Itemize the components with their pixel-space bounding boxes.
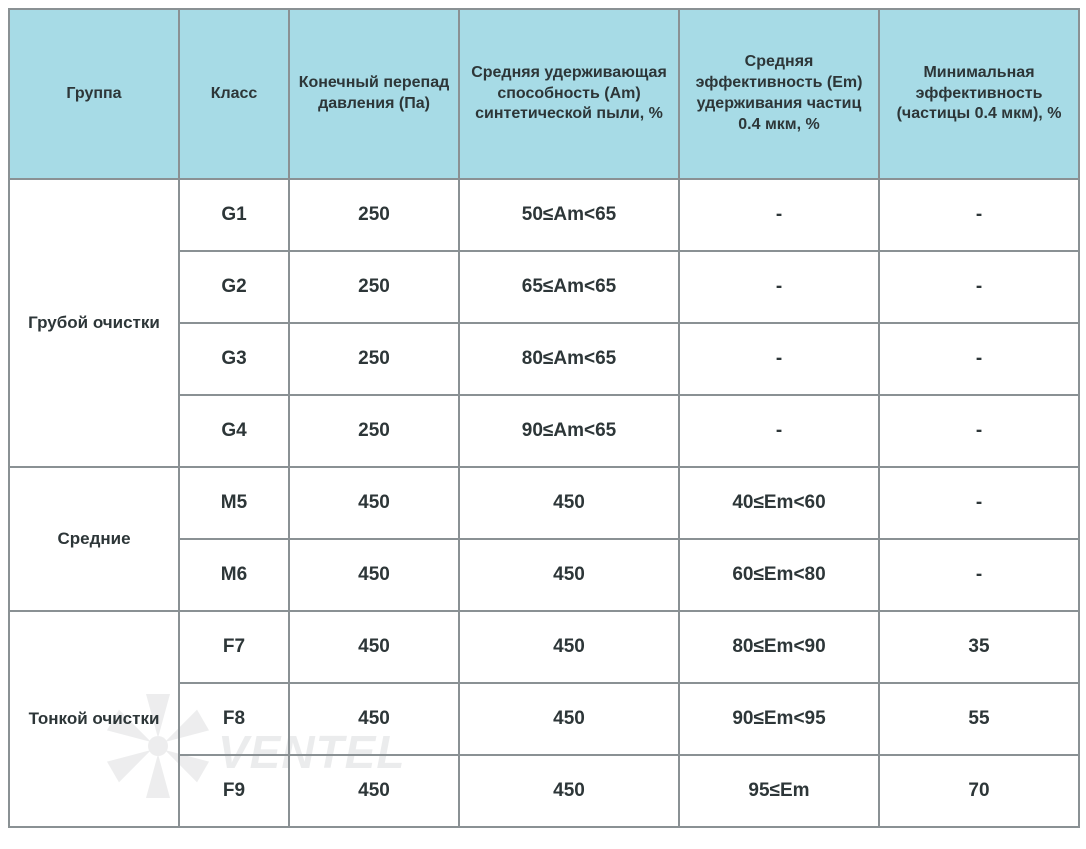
cell-min: 70 [879,755,1079,827]
col-header-am: Средняя удерживающая способность (Am) си… [459,9,679,179]
cell-am: 450 [459,539,679,611]
cell-pressure: 250 [289,323,459,395]
cell-class: M5 [179,467,289,539]
cell-em: - [679,179,879,251]
cell-min: - [879,467,1079,539]
cell-pressure: 250 [289,251,459,323]
cell-pressure: 450 [289,539,459,611]
cell-am: 50≤Am<65 [459,179,679,251]
col-header-group: Группа [9,9,179,179]
cell-min: - [879,395,1079,467]
cell-min: 55 [879,683,1079,755]
cell-pressure: 450 [289,467,459,539]
cell-pressure: 450 [289,755,459,827]
group-cell: Тонкой очистки [9,611,179,827]
col-header-class: Класс [179,9,289,179]
table-header-row: Группа Класс Конечный перепад давления (… [9,9,1079,179]
cell-em: - [679,251,879,323]
cell-class: G2 [179,251,289,323]
cell-class: F9 [179,755,289,827]
cell-am: 450 [459,611,679,683]
cell-em: 60≤Em<80 [679,539,879,611]
cell-am: 80≤Am<65 [459,323,679,395]
col-header-min: Минимальная эффективность (частицы 0.4 м… [879,9,1079,179]
col-header-em: Средняя эффективность (Em) удерживания ч… [679,9,879,179]
cell-min: - [879,251,1079,323]
cell-pressure: 450 [289,611,459,683]
cell-am: 65≤Am<65 [459,251,679,323]
cell-min: - [879,323,1079,395]
cell-class: G1 [179,179,289,251]
cell-class: M6 [179,539,289,611]
cell-pressure: 250 [289,179,459,251]
cell-min: - [879,539,1079,611]
cell-am: 450 [459,755,679,827]
cell-em: - [679,395,879,467]
cell-em: 40≤Em<60 [679,467,879,539]
cell-min: 35 [879,611,1079,683]
group-cell: Средние [9,467,179,611]
cell-pressure: 250 [289,395,459,467]
cell-am: 450 [459,467,679,539]
cell-min: - [879,179,1079,251]
cell-class: G4 [179,395,289,467]
filter-class-table: Группа Класс Конечный перепад давления (… [8,8,1080,828]
group-cell: Грубой очистки [9,179,179,467]
cell-em: 90≤Em<95 [679,683,879,755]
table-row: Грубой очистки G1 250 50≤Am<65 - - [9,179,1079,251]
cell-pressure: 450 [289,683,459,755]
cell-em: - [679,323,879,395]
col-header-pressure: Конечный перепад давления (Па) [289,9,459,179]
cell-em: 95≤Em [679,755,879,827]
cell-em: 80≤Em<90 [679,611,879,683]
cell-am: 90≤Am<65 [459,395,679,467]
table-container: VENTEL Группа Класс Конечный перепад дав… [8,8,1078,828]
cell-class: F8 [179,683,289,755]
table-row: Тонкой очистки F7 450 450 80≤Em<90 35 [9,611,1079,683]
table-row: Средние M5 450 450 40≤Em<60 - [9,467,1079,539]
cell-am: 450 [459,683,679,755]
cell-class: F7 [179,611,289,683]
cell-class: G3 [179,323,289,395]
